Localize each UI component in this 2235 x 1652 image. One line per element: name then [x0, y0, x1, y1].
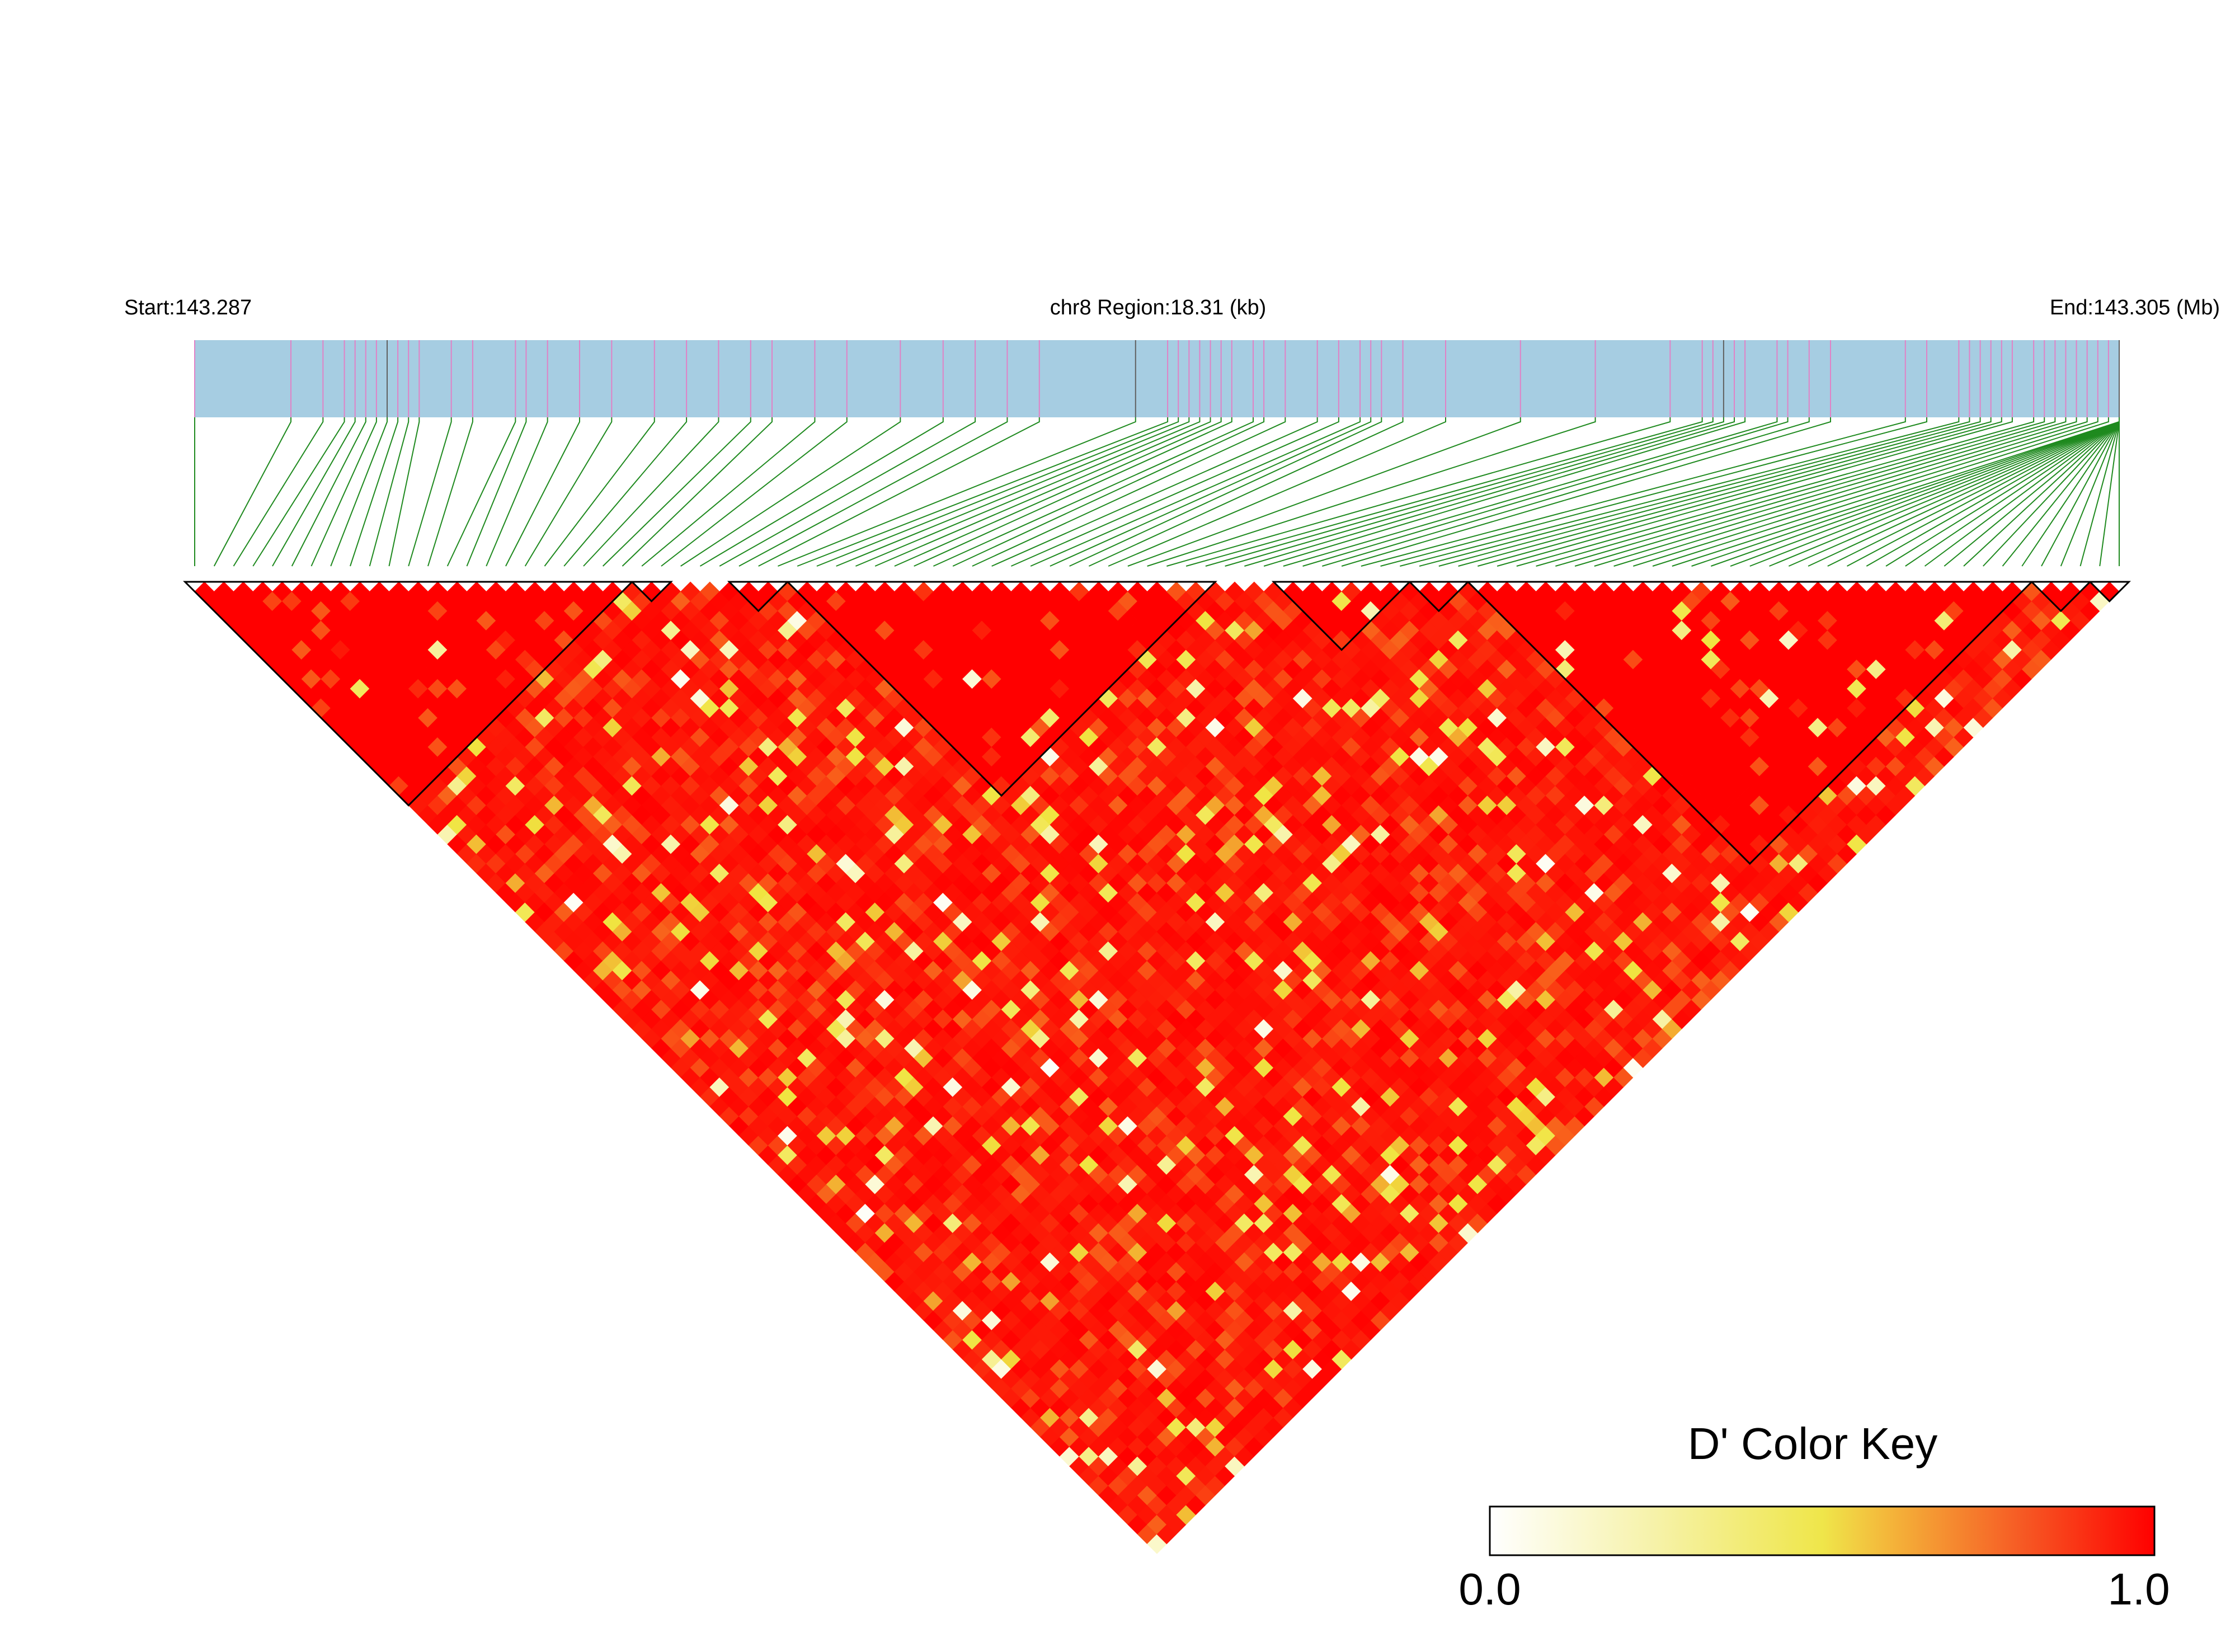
region-end-label: End:143.305 (Mb): [2050, 296, 2220, 319]
snp-connector: [855, 417, 1201, 567]
snp-connector: [699, 417, 944, 567]
snp-connector: [1594, 417, 2077, 567]
snp-connector: [991, 417, 1318, 567]
snp-connector: [914, 417, 1232, 567]
snp-connector: [1555, 417, 2056, 567]
snp-connector: [738, 417, 1008, 567]
snp-connector: [1244, 417, 1735, 567]
snp-connector: [1088, 417, 1404, 567]
snp-connector: [310, 417, 377, 567]
snp-connector: [1050, 417, 1372, 567]
region-title-label: chr8 Region:18.31 (kb): [1050, 296, 1267, 319]
snp-connector: [1633, 417, 2098, 567]
snp-connector: [1652, 417, 2109, 567]
snp-connector: [1185, 417, 1703, 567]
snp-connector: [1361, 417, 1906, 567]
snp-connector: [1283, 417, 1778, 567]
snp-connector: [1478, 417, 2002, 567]
snp-connector: [758, 417, 1040, 567]
snp-connector: [1400, 417, 1960, 567]
snp-connector: [563, 417, 688, 567]
snp-connector: [797, 417, 1169, 567]
snp-connector: [446, 417, 516, 567]
snp-connector: [1613, 417, 2088, 567]
snp-connector: [369, 417, 410, 567]
snp-connector: [1147, 417, 1596, 567]
snp-connector: [1419, 417, 1970, 567]
snp-connector: [524, 417, 613, 567]
snp-connector: [291, 417, 366, 567]
snp-connector: [1574, 417, 2067, 567]
snp-position-ticks: [194, 340, 2120, 417]
snp-connector: [252, 417, 345, 567]
snp-connector: [933, 417, 1254, 567]
snp-connector: [874, 417, 1211, 567]
snp-connector: [952, 417, 1265, 567]
snp-connector: [972, 417, 1286, 567]
snp-connector: [213, 417, 291, 567]
snp-connector: [680, 417, 901, 567]
snp-connector: [1516, 417, 2035, 567]
snp-connector: [778, 417, 1136, 567]
snp-connector: [1497, 417, 2013, 567]
snp-connector: [544, 417, 655, 567]
snp-connector: [1225, 417, 1724, 567]
snp-connector: [622, 417, 773, 567]
snp-connector: [505, 417, 580, 567]
snp-connector: [1302, 417, 1789, 567]
snp-connector: [1108, 417, 1446, 567]
ld-heatmap-cells: [194, 581, 2120, 1554]
snp-connector: [1166, 417, 1671, 567]
snp-connector: [583, 417, 719, 567]
snp-connector: [1030, 417, 1361, 567]
snp-connector: [486, 417, 548, 567]
snp-connector: [1205, 417, 1714, 567]
snp-connector: [1458, 417, 1992, 567]
snp-connector: [1322, 417, 1810, 567]
snp-connector: [661, 417, 848, 567]
snp-connector: [894, 417, 1222, 567]
snp-connector: [272, 417, 356, 567]
snp-connector: [1536, 417, 2045, 567]
snp-connector: [1069, 417, 1382, 567]
snp-connector: [466, 417, 527, 567]
snp-connector: [641, 417, 816, 567]
snp-connector: [408, 417, 452, 567]
snp-connector: [1263, 417, 1746, 567]
snp-connector: [330, 417, 388, 567]
snp-connector: [719, 417, 976, 567]
region-start-label: Start:143.287: [124, 296, 252, 319]
snp-connector: [350, 417, 399, 567]
snp-connector: [1438, 417, 1981, 567]
snp-connector: [1380, 417, 1927, 567]
snp-connector: [816, 417, 1179, 567]
snp-connector: [836, 417, 1190, 567]
snp-connector: [1010, 417, 1339, 567]
snp-connector: [602, 417, 751, 567]
snp-connector: [388, 417, 420, 567]
snp-connector: [233, 417, 324, 567]
snp-connector: [427, 417, 473, 567]
snp-connector: [1341, 417, 1831, 567]
snp-connector-lines: [194, 417, 2120, 567]
snp-connector: [1127, 417, 1521, 567]
